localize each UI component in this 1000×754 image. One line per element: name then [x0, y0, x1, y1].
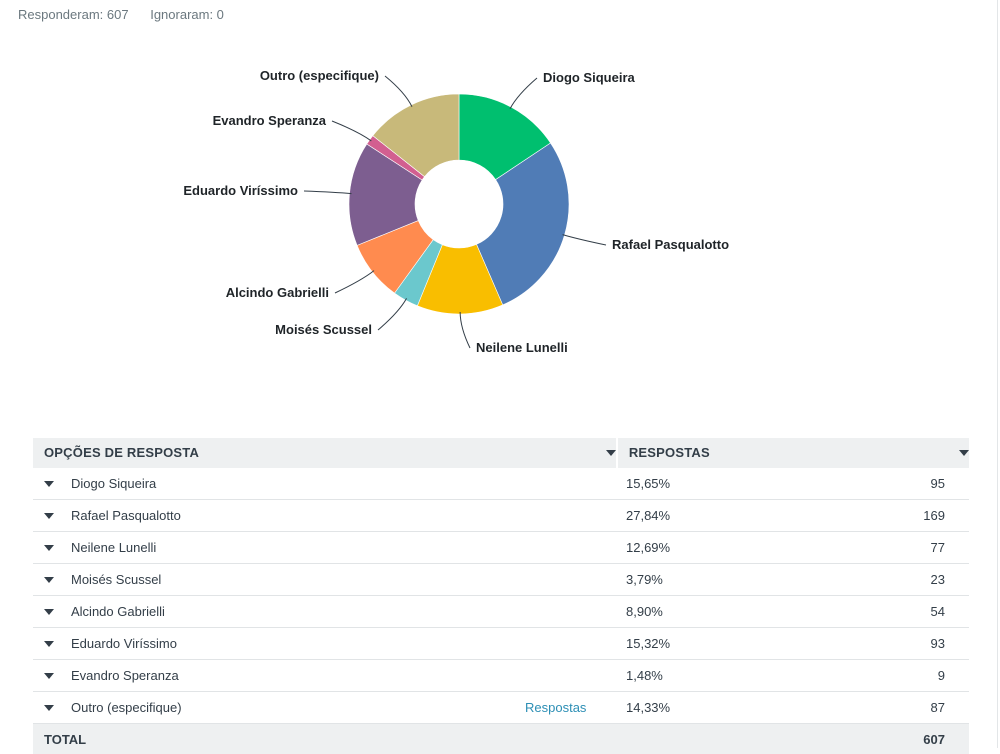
expand-caret-icon[interactable] [44, 513, 54, 519]
option-percent: 27,84% [626, 508, 671, 523]
expand-caret-icon[interactable] [44, 673, 54, 679]
table-row: Alcindo Gabrielli 8,90% 54 [33, 596, 969, 628]
leader-line [377, 298, 407, 331]
total-label: TOTAL [44, 732, 87, 747]
option-name: Neilene Lunelli [71, 540, 157, 555]
responses-link[interactable]: Respostas [525, 700, 587, 715]
option-count: 23 [930, 572, 945, 587]
header-responses[interactable]: RESPOSTAS [615, 438, 969, 468]
header-answer-options[interactable]: OPÇÕES DE RESPOSTA [33, 438, 616, 468]
leader-line [562, 234, 607, 246]
leader-line [384, 75, 413, 107]
header-responses-label: RESPOSTAS [628, 445, 710, 460]
expand-caret-icon[interactable] [44, 545, 54, 551]
answered-count: Responderam: 607 [18, 7, 129, 22]
option-count: 169 [923, 508, 945, 523]
leader-line [509, 77, 538, 110]
slice-label: Outro (especifique) [260, 68, 379, 83]
slice-label: Moisés Scussel [275, 322, 372, 337]
leader-line [334, 270, 375, 294]
option-percent: 15,65% [626, 476, 671, 491]
table-row: Moisés Scussel 3,79% 23 [33, 564, 969, 596]
sort-caret-icon[interactable] [959, 450, 969, 456]
option-percent: 15,32% [626, 636, 671, 651]
leader-line [303, 190, 352, 195]
expand-caret-icon[interactable] [44, 609, 54, 615]
table-row: Eduardo Viríssimo 15,32% 93 [33, 628, 969, 660]
skipped-count: Ignoraram: 0 [150, 7, 224, 22]
option-name: Eduardo Viríssimo [71, 636, 177, 651]
donut-slice[interactable] [348, 143, 423, 246]
slice-label: Evandro Speranza [213, 113, 327, 128]
table-header: OPÇÕES DE RESPOSTA RESPOSTAS [33, 438, 969, 468]
total-row: TOTAL 607 [33, 724, 969, 754]
option-name: Diogo Siqueira [71, 476, 157, 491]
expand-caret-icon[interactable] [44, 641, 54, 647]
option-name: Alcindo Gabrielli [71, 604, 165, 619]
option-count: 87 [930, 700, 945, 715]
leader-line [331, 120, 372, 142]
option-count: 77 [930, 540, 945, 555]
option-percent: 12,69% [626, 540, 671, 555]
donut-chart: Diogo Siqueira Rafael Pasqualotto Neilene … [183, 68, 729, 355]
slice-label: Alcindo Gabrielli [226, 285, 329, 300]
expand-caret-icon[interactable] [44, 577, 54, 583]
expand-caret-icon[interactable] [44, 705, 54, 711]
slice-label: Neilene Lunelli [476, 340, 568, 355]
table-row: Neilene Lunelli 12,69% 77 [33, 532, 969, 564]
table-row: Rafael Pasqualotto 27,84% 169 [33, 500, 969, 532]
option-count: 54 [930, 604, 945, 619]
option-count: 9 [937, 668, 945, 683]
option-percent: 8,90% [626, 604, 663, 619]
total-value: 607 [923, 732, 945, 747]
option-percent: 14,33% [626, 700, 671, 715]
option-name: Evandro Speranza [71, 668, 179, 683]
option-name: Moisés Scussel [71, 572, 162, 587]
table-row: Diogo Siqueira 15,65% 95 [33, 468, 969, 500]
sort-caret-icon[interactable] [605, 450, 616, 456]
slice-label: Rafael Pasqualotto [612, 237, 729, 252]
header-answer-options-label: OPÇÕES DE RESPOSTA [44, 445, 200, 460]
slice-label: Diogo Siqueira [543, 70, 636, 85]
slice-label: Eduardo Viríssimo [183, 183, 298, 198]
option-count: 95 [930, 476, 945, 491]
responses-table: OPÇÕES DE RESPOSTA RESPOSTAS Diogo Sique… [33, 438, 969, 754]
table-row: Outro (especifique) Respostas 14,33% 87 [33, 692, 969, 724]
option-count: 93 [930, 636, 945, 651]
response-summary: Responderam: 607 Ignoraram: 0 [18, 7, 242, 22]
donut-slice[interactable] [372, 93, 460, 178]
table-row: Evandro Speranza 1,48% 9 [33, 660, 969, 692]
option-percent: 1,48% [626, 668, 663, 683]
donut-slice[interactable] [476, 142, 570, 306]
option-percent: 3,79% [626, 572, 663, 587]
frame-border [997, 0, 998, 748]
expand-caret-icon[interactable] [44, 481, 54, 487]
option-name: Outro (especifique) [71, 700, 182, 715]
option-name: Rafael Pasqualotto [71, 508, 181, 523]
leader-line [459, 311, 471, 349]
